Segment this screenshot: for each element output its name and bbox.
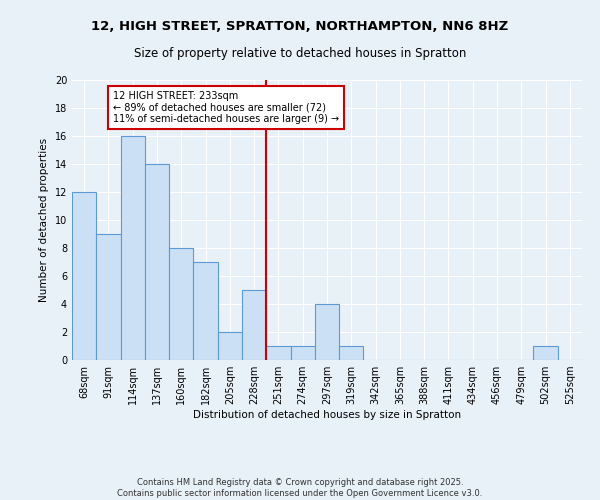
Text: 12, HIGH STREET, SPRATTON, NORTHAMPTON, NN6 8HZ: 12, HIGH STREET, SPRATTON, NORTHAMPTON, … bbox=[91, 20, 509, 33]
Bar bbox=[266, 346, 290, 360]
Bar bbox=[169, 248, 193, 360]
Bar bbox=[218, 332, 242, 360]
Y-axis label: Number of detached properties: Number of detached properties bbox=[39, 138, 49, 302]
Bar bbox=[145, 164, 169, 360]
Bar bbox=[533, 346, 558, 360]
Bar bbox=[242, 290, 266, 360]
X-axis label: Distribution of detached houses by size in Spratton: Distribution of detached houses by size … bbox=[193, 410, 461, 420]
Bar bbox=[290, 346, 315, 360]
Text: Size of property relative to detached houses in Spratton: Size of property relative to detached ho… bbox=[134, 48, 466, 60]
Bar bbox=[193, 262, 218, 360]
Bar bbox=[339, 346, 364, 360]
Bar bbox=[315, 304, 339, 360]
Bar bbox=[121, 136, 145, 360]
Text: Contains HM Land Registry data © Crown copyright and database right 2025.
Contai: Contains HM Land Registry data © Crown c… bbox=[118, 478, 482, 498]
Bar bbox=[72, 192, 96, 360]
Text: 12 HIGH STREET: 233sqm
← 89% of detached houses are smaller (72)
11% of semi-det: 12 HIGH STREET: 233sqm ← 89% of detached… bbox=[113, 91, 340, 124]
Bar bbox=[96, 234, 121, 360]
